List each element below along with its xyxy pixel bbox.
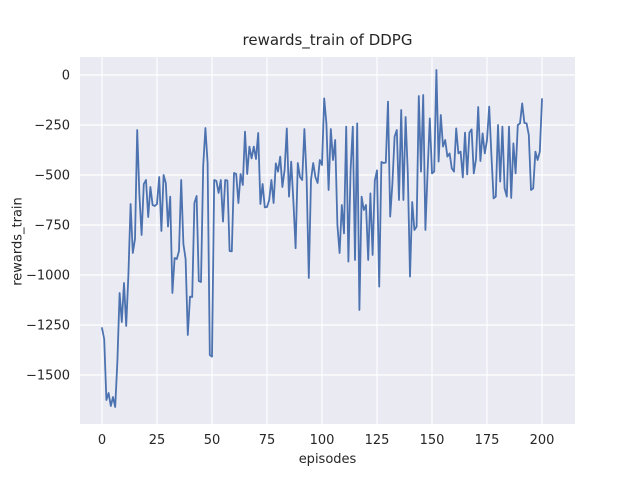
x-tick-label: 150: [420, 433, 445, 448]
x-tick-label: 0: [98, 433, 106, 448]
plot-background: [80, 57, 575, 424]
y-tick-label: −1000: [26, 269, 70, 284]
x-tick-label: 100: [310, 433, 335, 448]
y-tick-label: −500: [34, 169, 70, 184]
y-tick-label: 0: [62, 69, 70, 84]
y-tick-label: −250: [34, 119, 70, 134]
y-tick-label: −1500: [26, 369, 70, 384]
y-tick-label: −750: [34, 219, 70, 234]
x-tick-label: 200: [530, 433, 555, 448]
y-tick-label: −1250: [26, 319, 70, 334]
chart-title: rewards_train of DDPG: [242, 31, 413, 49]
x-tick-label: 175: [475, 433, 500, 448]
x-tick-label: 25: [149, 433, 166, 448]
x-tick-label: 125: [365, 433, 390, 448]
x-tick-label: 75: [259, 433, 276, 448]
reward-line-series: [101, 69, 543, 408]
x-axis-label: episodes: [298, 452, 357, 467]
x-tick-label: 50: [204, 433, 221, 448]
